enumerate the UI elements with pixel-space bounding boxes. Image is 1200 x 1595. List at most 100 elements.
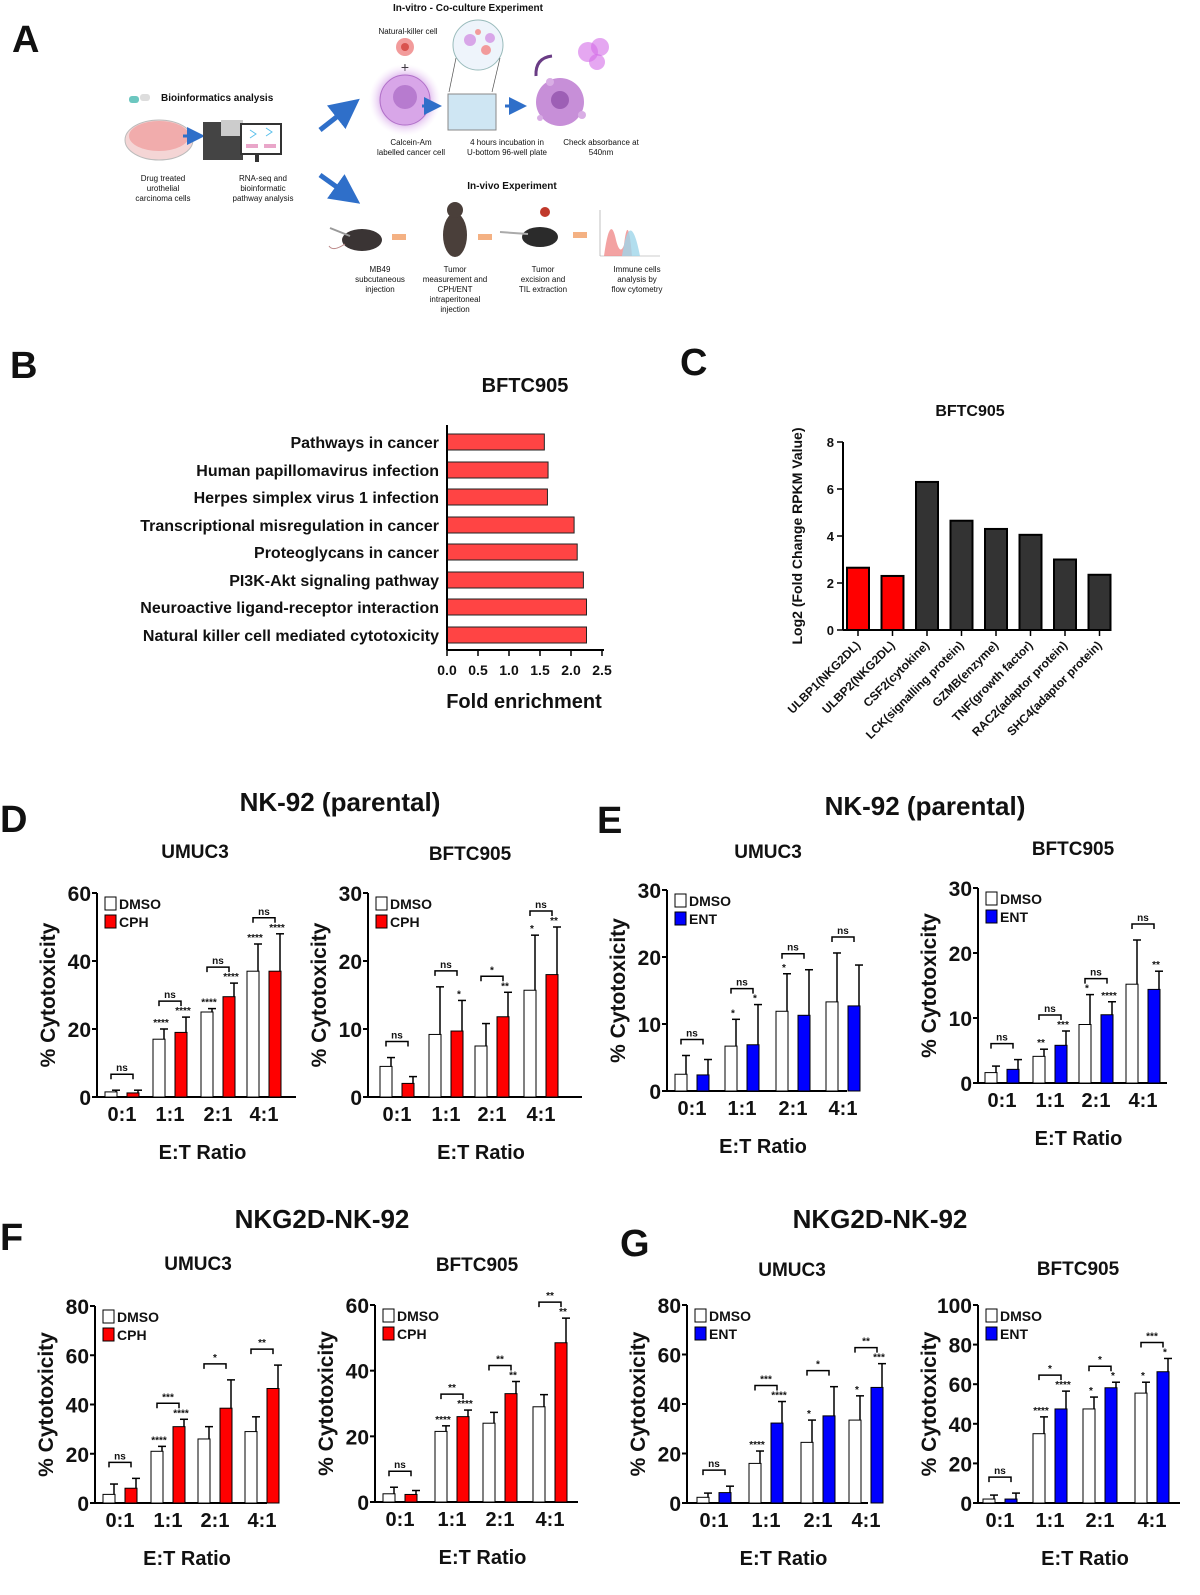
comparison-label: ** (258, 1338, 266, 1349)
y-tick-label: 30 (339, 883, 362, 906)
bar (1054, 1044, 1068, 1084)
legend-swatch (382, 1308, 395, 1323)
y-tick-label: 0 (649, 1081, 661, 1104)
bar (825, 1001, 839, 1092)
y-axis-label: Log2 (Fold Change RPKM Value) (789, 427, 805, 644)
x-tick-label: 4:1 (527, 1104, 556, 1126)
legend-label: CPH (390, 914, 420, 930)
comparison-label: ns (686, 1028, 698, 1039)
comparison-label: ** (546, 1291, 554, 1302)
chart-title: BFTC905 (436, 1255, 519, 1276)
bar (1032, 1433, 1046, 1504)
y-tick-label: 30 (638, 880, 661, 903)
y-tick-label: 40 (66, 1395, 89, 1418)
x-tick-label: 0:1 (700, 1510, 729, 1532)
bar (482, 1422, 496, 1503)
panel-title: NKG2D-NK-92 (793, 1204, 968, 1234)
caption-tumor-measure: Tumor (444, 265, 467, 274)
charts: BFTC905 Pathways in cancer Human papilloma… (35, 375, 1180, 1570)
y-tick-label: 10 (949, 1008, 972, 1031)
x-tick-label: 2:1 (201, 1510, 230, 1532)
caption-mb49: subcutaneous (355, 275, 405, 284)
x-tick-label: 4:1 (829, 1098, 858, 1120)
bar (1100, 1014, 1114, 1084)
significance-label: **** (1101, 991, 1117, 1002)
x-tick-label: 2:1 (779, 1098, 808, 1120)
y-tick-label: 40 (68, 951, 91, 974)
caption-incubation: 4 hours incubation in (470, 138, 544, 147)
chart-title: UMUC3 (758, 1260, 826, 1281)
category-label: PI3K-Akt signaling pathway (229, 573, 439, 590)
comparison-bracket (730, 987, 754, 994)
bar (401, 1082, 415, 1098)
category-label: Neuroactive ligand-receptor interaction (140, 600, 439, 617)
comparison-label: ns (996, 1033, 1008, 1044)
significance-label: * (457, 989, 461, 1000)
bar (822, 1415, 836, 1504)
bar (126, 1092, 140, 1098)
comparison-bracket (854, 1346, 878, 1353)
significance-label: ** (1037, 1038, 1045, 1049)
mouse-treatment-icon (443, 202, 467, 257)
bar (450, 1030, 464, 1098)
bar (124, 1487, 138, 1504)
y-tick-label: 20 (68, 1019, 91, 1042)
comparison-label: ** (862, 1337, 870, 1348)
caption-flow: flow cytometry (611, 285, 662, 294)
bar (545, 974, 559, 1098)
comparison-label: * (816, 1360, 820, 1371)
y-tick-label: 20 (658, 1444, 681, 1467)
y-tick-label: 40 (346, 1361, 369, 1384)
bar (246, 970, 260, 1098)
x-tick-label: 2.0 (561, 662, 581, 678)
comparison-label: ns (1044, 1004, 1056, 1015)
comparison-bracket (702, 1469, 726, 1476)
legend-label: ENT (1000, 1326, 1028, 1342)
y-tick-label: 0 (357, 1492, 369, 1515)
legend-label: DMSO (709, 1308, 751, 1324)
y-axis-label: % Cytotoxicity (607, 918, 630, 1063)
significance-label: * (1111, 1371, 1115, 1382)
bar (172, 1426, 186, 1504)
caption-flow: analysis by (617, 275, 657, 284)
bar (949, 519, 974, 631)
petri-dish-icon (124, 119, 194, 161)
comparison-bracket (440, 1393, 464, 1400)
comparison-label: *** (1146, 1331, 1158, 1342)
y-tick-label: 60 (658, 1345, 681, 1368)
legend-swatch (985, 909, 998, 924)
comparison-bracket (385, 1040, 409, 1047)
bar (846, 566, 870, 631)
legend-swatch (382, 1326, 395, 1341)
bar (696, 1074, 710, 1092)
x-tick-label: 0:1 (988, 1090, 1017, 1112)
x-tick-label: 0:1 (678, 1098, 707, 1120)
arrow-down-icon (318, 172, 361, 204)
y-tick-label: 20 (66, 1444, 89, 1467)
comparison-bracket (1088, 1365, 1112, 1372)
significance-label: * (782, 963, 786, 974)
y-tick-label: 20 (346, 1426, 369, 1449)
bar (696, 1496, 710, 1504)
caption-mb49: MB49 (370, 265, 391, 274)
significance-label: **** (201, 998, 217, 1009)
legend-label: DMSO (689, 893, 731, 909)
comparison-bracket (488, 1364, 512, 1371)
caption-excision: Tumor (532, 265, 555, 274)
y-tick-label: 20 (638, 947, 661, 970)
chart-f2: BFTC905 0 20 40 60 % Cytotoxicity E:T Ratio DMS… (315, 1255, 578, 1569)
chart-title: UMUC3 (164, 1254, 232, 1275)
x-tick-label: 0:1 (986, 1510, 1015, 1532)
comparison-bracket (781, 952, 805, 959)
comparison-label: ns (787, 943, 799, 954)
bar (1006, 1068, 1020, 1084)
comparison-label: ns (391, 1031, 403, 1042)
comparison-label: ns (708, 1459, 720, 1470)
bar (748, 1462, 762, 1504)
significance-label: * (1163, 1347, 1167, 1358)
y-tick-label: 10 (638, 1014, 661, 1037)
comparison-label: * (490, 965, 494, 976)
comparison-bracket (203, 1363, 227, 1369)
legend-swatch (102, 1327, 115, 1342)
arrow-up-icon (318, 98, 360, 132)
